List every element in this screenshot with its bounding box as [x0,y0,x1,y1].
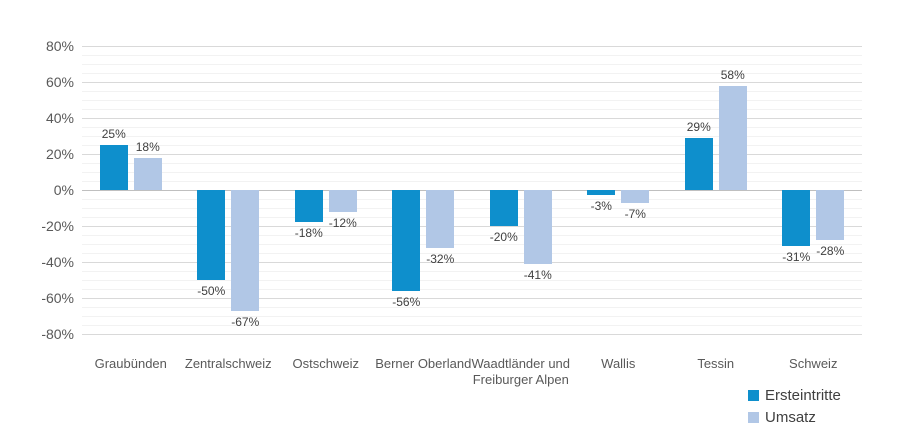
category-label: Schweiz [789,356,838,371]
data-label: -18% [294,226,323,241]
legend-swatch-icon [748,411,759,423]
bar-ersteintritte [587,190,616,196]
bar-ersteintritte [392,190,421,291]
y-tick-label: -40% [41,254,74,270]
bar-ersteintritte [782,190,811,246]
y-tick-label: 40% [45,110,74,126]
legend-swatch-icon [748,389,759,401]
y-tick-label: -20% [41,218,74,234]
y-tick-label: -60% [41,290,74,306]
minor-gridline [82,280,862,281]
minor-gridline [82,64,862,65]
major-gridline [82,334,862,335]
data-label: -50% [197,284,226,298]
minor-gridline [82,55,862,56]
data-label: 58% [720,67,745,82]
bar-ersteintritte [99,145,128,190]
legend-item-ersteintritte: Ersteintritte [748,384,841,406]
major-gridline [82,298,862,299]
data-label: -67% [231,314,260,329]
y-tick-label: 20% [45,146,74,162]
data-label: -28% [816,244,845,259]
legend-label: Ersteintritte [765,386,841,404]
y-tick-label: 80% [45,38,74,54]
category-label: Tessin [697,356,735,371]
bar-umsatz [426,190,455,248]
category-label: Zentralschweiz [184,356,272,371]
legend-label: Umsatz [765,408,816,426]
data-label: -20% [489,230,518,244]
category-label: Graubünden [94,356,167,371]
data-label: -7% [624,206,646,221]
data-label: -41% [523,267,552,282]
legend: Ersteintritte Umsatz [748,384,841,428]
bar-umsatz [718,85,747,190]
category-label: Berner Oberland [375,356,472,371]
data-label: 25% [101,127,126,141]
bar-umsatz [231,190,260,311]
bar-umsatz [133,157,162,190]
minor-gridline [82,316,862,317]
bar-ersteintritte [684,137,713,190]
y-tick-label: -80% [41,326,74,342]
bar-umsatz [523,190,552,264]
category-label: Waadtländer und Freiburger Alpen [471,356,571,387]
data-label: -31% [782,249,811,264]
data-label: 29% [686,119,711,134]
minor-gridline [82,325,862,326]
bar-ersteintritte [489,190,518,226]
y-tick-label: 60% [45,74,74,90]
legend-item-umsatz: Umsatz [748,406,841,428]
bar-umsatz [621,190,650,203]
data-label: -3% [590,199,612,214]
minor-gridline [82,307,862,308]
data-label: 18% [135,139,160,154]
data-label: -12% [328,215,357,230]
y-tick-label: 0% [53,182,74,198]
data-label: -56% [392,294,421,309]
major-gridline [82,82,862,83]
data-label: -32% [426,251,455,266]
category-label: Wallis [601,356,636,371]
category-label: Ostschweiz [292,356,359,371]
major-gridline [82,46,862,47]
bar-umsatz [816,190,845,241]
bar-umsatz [328,190,357,212]
bar-ersteintritte [294,190,323,223]
bar-ersteintritte [197,190,226,280]
